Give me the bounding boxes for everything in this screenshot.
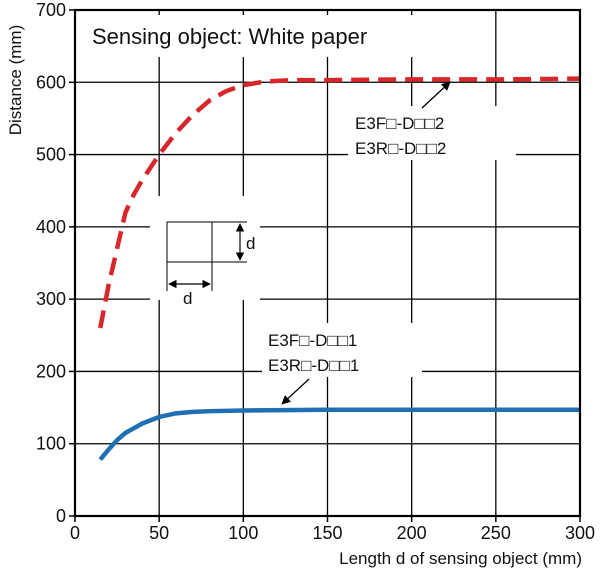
x-axis-label: Length d of sensing object (mm): [339, 549, 582, 568]
x-tick-label: 150: [312, 523, 342, 543]
x-tick-label: 250: [481, 523, 511, 543]
annotation-series-2-background: [348, 106, 516, 160]
y-tick-label: 0: [56, 506, 66, 526]
x-tick-label: 100: [228, 523, 258, 543]
annotation-series-1-line-2: E3R□-D□□1: [268, 356, 359, 375]
annotation-series-1-background: [262, 323, 422, 377]
inset-square: [166, 221, 213, 263]
y-tick-label: 600: [36, 72, 66, 92]
annotation-series-1-line-1: E3F□-D□□1: [268, 331, 357, 350]
title-background: [82, 15, 420, 57]
y-tick-label: 300: [36, 289, 66, 309]
annotation-series-2: E3F□-D□□2 E3R□-D□□2: [348, 81, 516, 160]
inset-label-vertical: d: [246, 234, 255, 253]
y-tick-label: 500: [36, 145, 66, 165]
y-tick-label: 400: [36, 217, 66, 237]
series-line-2: [98, 407, 580, 462]
inset-diagram: d d: [150, 196, 260, 308]
y-tick-label: 700: [36, 0, 66, 20]
series-layer: [98, 76, 581, 462]
annotation-series-2-line-1: E3F□-D□□2: [355, 114, 444, 133]
axis-ticks: 0 50 100 150 200 250 300 0 100 200 300 400 500 600 700: [36, 0, 595, 543]
annotation-series-1-arrow: [281, 378, 310, 405]
annotation-series-1: E3F□-D□□1 E3R□-D□□1: [262, 323, 422, 405]
x-tick-label: 50: [149, 523, 169, 543]
y-axis-label: Distance (mm): [6, 25, 25, 136]
inset-label-horizontal: d: [183, 289, 192, 308]
y-tick-label: 100: [36, 434, 66, 454]
y-tick-label: 200: [36, 361, 66, 381]
annotation-series-2-line-2: E3R□-D□□2: [355, 139, 446, 158]
chart-title: Sensing object: White paper: [92, 24, 367, 49]
series-line-1: [98, 76, 581, 329]
x-tick-label: 300: [565, 523, 595, 543]
annotation-series-2-arrow: [421, 81, 451, 109]
x-tick-label: 0: [70, 523, 80, 543]
x-tick-label: 200: [397, 523, 427, 543]
